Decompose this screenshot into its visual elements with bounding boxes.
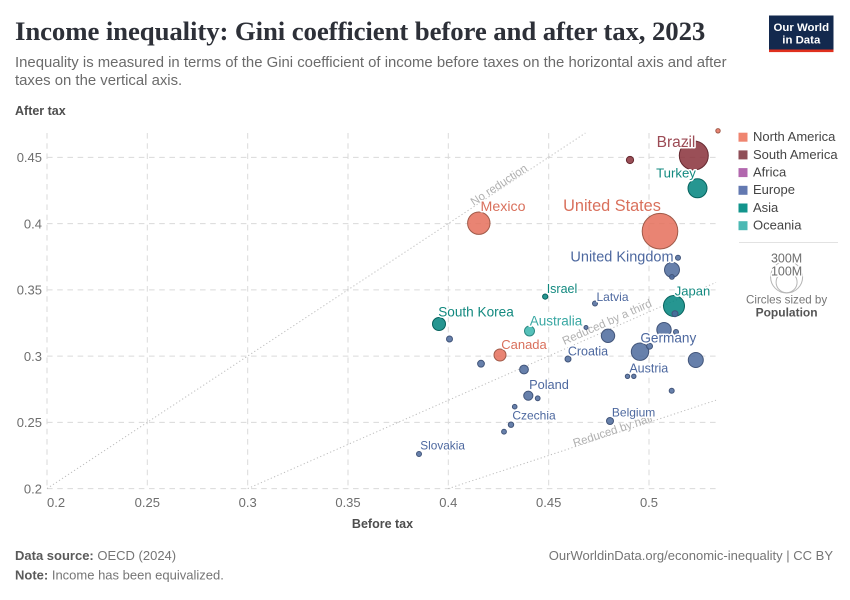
svg-text:Inequality is measured in term: Inequality is measured in terms of the G…: [15, 55, 727, 71]
svg-text:100M: 100M: [771, 265, 802, 279]
svg-text:Japan: Japan: [675, 284, 710, 299]
svg-text:Croatia: Croatia: [568, 345, 608, 359]
svg-text:0.25: 0.25: [17, 415, 42, 430]
svg-text:Slovakia: Slovakia: [420, 439, 465, 453]
svg-text:Our World: Our World: [774, 22, 830, 34]
svg-text:Note: Income has been equivali: Note: Income has been equivalized.: [15, 568, 224, 583]
svg-text:Europe: Europe: [753, 182, 795, 197]
svg-text:South America: South America: [753, 147, 838, 162]
svg-text:Germany: Germany: [640, 331, 696, 346]
svg-text:After tax: After tax: [15, 104, 66, 118]
svg-text:North America: North America: [753, 129, 836, 144]
svg-text:South Korea: South Korea: [438, 305, 514, 320]
svg-text:Turkey: Turkey: [656, 166, 696, 181]
svg-text:Income inequality: Gini coeffi: Income inequality: Gini coefficient befo…: [15, 16, 705, 46]
svg-text:Circles sized by: Circles sized by: [746, 294, 827, 307]
svg-text:United States: United States: [563, 197, 661, 215]
svg-text:Canada: Canada: [501, 337, 547, 352]
svg-text:Mexico: Mexico: [481, 199, 526, 215]
svg-text:United Kingdom: United Kingdom: [570, 250, 673, 266]
svg-text:Oceania: Oceania: [753, 218, 802, 233]
svg-text:0.5: 0.5: [640, 495, 658, 510]
svg-text:Australia: Australia: [530, 314, 583, 329]
svg-text:Data source: OECD (2024): Data source: OECD (2024): [15, 548, 176, 563]
svg-text:0.45: 0.45: [536, 495, 561, 510]
svg-text:0.35: 0.35: [335, 495, 360, 510]
svg-text:Austria: Austria: [629, 362, 668, 376]
svg-text:in Data: in Data: [782, 35, 821, 47]
svg-text:0.3: 0.3: [239, 495, 257, 510]
svg-text:Asia: Asia: [753, 200, 779, 215]
svg-text:Africa: Africa: [753, 165, 787, 180]
svg-text:Poland: Poland: [529, 377, 569, 392]
svg-text:0.4: 0.4: [24, 216, 42, 231]
svg-text:taxes on the vertical axis.: taxes on the vertical axis.: [15, 73, 182, 89]
svg-text:Before tax: Before tax: [352, 517, 413, 531]
svg-text:Latvia: Latvia: [596, 290, 628, 304]
svg-text:0.3: 0.3: [24, 349, 42, 364]
svg-text:Population: Population: [756, 306, 818, 320]
svg-text:0.25: 0.25: [135, 495, 160, 510]
svg-text:300M: 300M: [771, 252, 802, 266]
svg-text:0.45: 0.45: [17, 150, 42, 165]
svg-text:0.2: 0.2: [47, 495, 65, 510]
svg-text:OurWorldinData.org/economic-in: OurWorldinData.org/economic-inequality |…: [549, 548, 834, 563]
svg-text:Israel: Israel: [547, 282, 578, 296]
svg-text:Belgium: Belgium: [612, 406, 655, 420]
svg-text:0.2: 0.2: [24, 481, 42, 496]
svg-text:0.4: 0.4: [439, 495, 457, 510]
svg-text:Czechia: Czechia: [512, 409, 556, 423]
svg-text:0.35: 0.35: [17, 283, 42, 298]
svg-text:Brazil: Brazil: [657, 134, 696, 151]
